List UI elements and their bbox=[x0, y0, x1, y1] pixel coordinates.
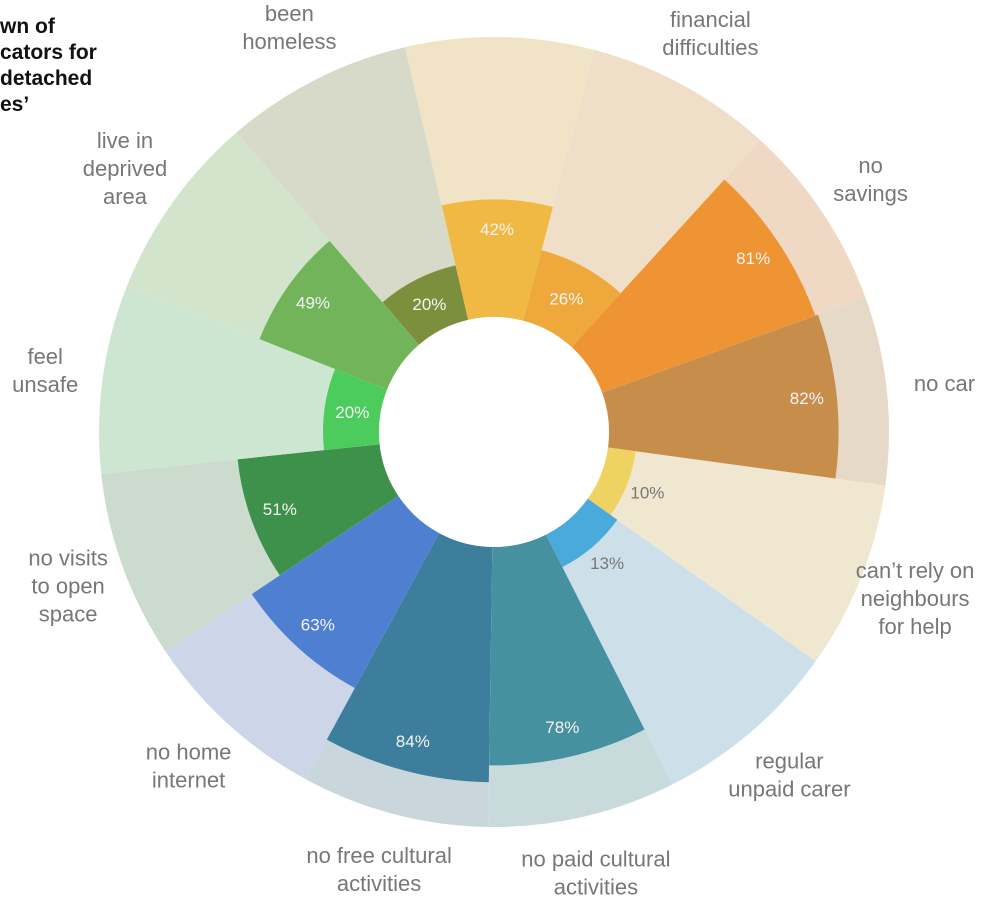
category-label-8: no home internet bbox=[146, 740, 232, 793]
value-label-6: 78% bbox=[545, 718, 579, 737]
category-label-2: no savings bbox=[833, 153, 908, 206]
category-label-6: no paid cultural activities bbox=[521, 846, 670, 899]
segment-bar-1 bbox=[523, 250, 621, 348]
value-label-4: 10% bbox=[630, 483, 664, 502]
segment-4: 10% can’t rely on neighbours for help bbox=[587, 447, 975, 662]
category-label-5: regular unpaid carer bbox=[728, 749, 850, 802]
segment-bar-8 bbox=[251, 495, 440, 688]
segment-bar-10 bbox=[323, 369, 388, 451]
chart-title-line-2: cators for bbox=[0, 41, 97, 64]
value-label-3: 82% bbox=[790, 389, 824, 408]
value-label-2: 81% bbox=[736, 249, 770, 268]
value-label-1: 26% bbox=[549, 290, 583, 309]
category-label-10: feel unsafe bbox=[12, 344, 78, 397]
segment-10: 20% feel unsafe bbox=[12, 286, 388, 474]
category-label-4: can’t rely on neighbours for help bbox=[856, 558, 975, 639]
segment-bar-5 bbox=[545, 498, 618, 568]
segment-background-12 bbox=[236, 47, 469, 345]
value-label-12: 20% bbox=[412, 295, 446, 314]
chart-title-line-3: detached bbox=[0, 67, 93, 90]
segment-bar-4 bbox=[587, 447, 636, 515]
segment-background-10 bbox=[98, 286, 388, 474]
value-label-0: 42% bbox=[480, 220, 514, 239]
segment-bar-3 bbox=[602, 314, 839, 479]
segment-background-4 bbox=[587, 447, 886, 662]
segment-background-5 bbox=[545, 498, 816, 785]
category-label-11: live in deprived area bbox=[83, 128, 167, 209]
value-label-7: 84% bbox=[396, 732, 430, 751]
category-label-9: no visits to open space bbox=[28, 545, 107, 626]
center-hole bbox=[379, 317, 609, 547]
category-label-3: no car bbox=[914, 371, 975, 396]
segment-11: 49% live in deprived area bbox=[83, 128, 420, 390]
segment-12: 20% been homeless bbox=[236, 1, 469, 345]
value-label-11: 49% bbox=[296, 294, 330, 313]
segment-8: 63% no home internet bbox=[146, 495, 440, 793]
category-label-12: been homeless bbox=[242, 1, 336, 54]
segment-1: 26% financial difficulties bbox=[523, 7, 761, 348]
segment-7: 84% no free cultural activities bbox=[305, 533, 493, 896]
segment-9: 51% no visits to open space bbox=[28, 444, 399, 652]
segment-bar-6 bbox=[489, 534, 645, 766]
value-label-8: 63% bbox=[301, 616, 335, 635]
segment-0: 42% lowest 10%of incomes bbox=[405, 0, 595, 321]
segment-bar-11 bbox=[259, 240, 419, 390]
segment-6: 78% no paid cultural activities bbox=[488, 534, 673, 899]
chart-title-line-4: es’ bbox=[0, 93, 30, 116]
value-label-9: 51% bbox=[263, 500, 297, 519]
segment-bar-12 bbox=[382, 265, 469, 345]
segment-bar-7 bbox=[326, 533, 493, 783]
segment-5: 13% regular unpaid carer bbox=[545, 498, 851, 802]
segment-bar-0 bbox=[441, 199, 553, 321]
segment-2: 81% no savings bbox=[571, 140, 908, 393]
segment-3: 82% no car bbox=[602, 297, 975, 486]
value-label-5: 13% bbox=[590, 554, 624, 573]
value-label-10: 20% bbox=[335, 403, 369, 422]
category-label-1: financial difficulties bbox=[662, 7, 758, 60]
category-label-0: lowest 10%of incomes bbox=[444, 0, 557, 5]
category-label-7: no free cultural activities bbox=[306, 843, 452, 896]
segment-bar-2 bbox=[571, 179, 816, 393]
segment-bar-9 bbox=[237, 444, 399, 576]
chart-title-line-1: wn of bbox=[0, 15, 55, 38]
